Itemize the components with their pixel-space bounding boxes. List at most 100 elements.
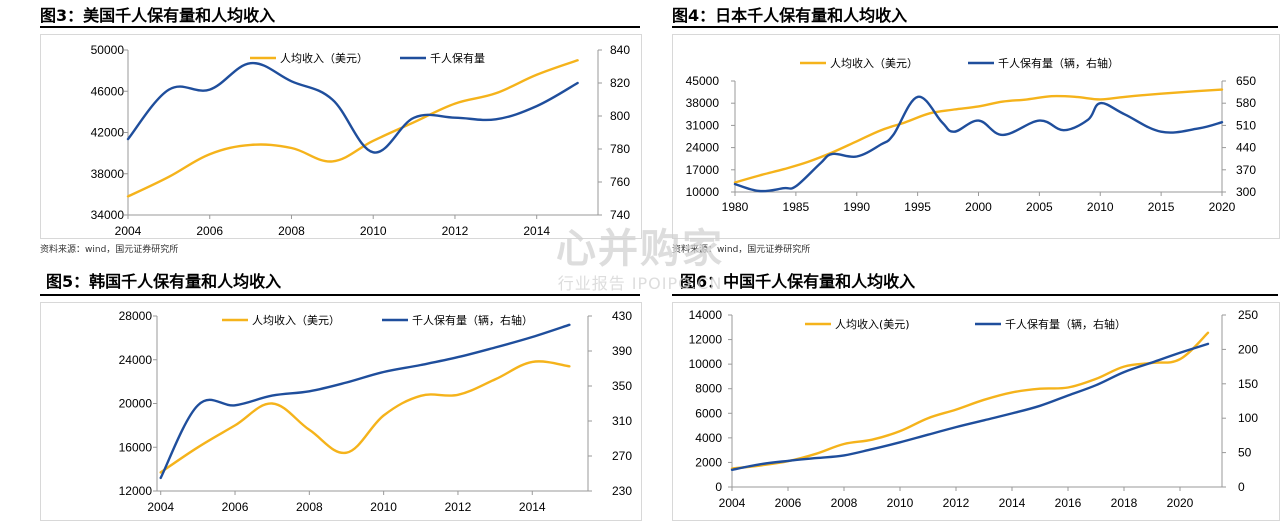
y-left-tick-label: 16000 — [119, 440, 153, 454]
y-right-tick-label: 270 — [612, 449, 632, 463]
x-tick-label: 2010 — [370, 500, 397, 514]
series-line — [126, 61, 579, 154]
x-tick-label: 2004 — [147, 500, 174, 514]
y-left-tick-label: 50000 — [91, 43, 125, 57]
y-left-tick-label: 28000 — [119, 309, 153, 323]
series-line — [159, 360, 571, 474]
x-tick-label: 1990 — [843, 200, 870, 214]
x-tick-label: 2018 — [1111, 496, 1138, 510]
y-right-tick-label: 510 — [1236, 118, 1256, 132]
y-left-tick-label: 34000 — [91, 208, 125, 222]
y-right-tick-label: 430 — [612, 309, 632, 323]
y-left-tick-label: 12000 — [119, 484, 153, 498]
title-rule — [40, 26, 640, 28]
x-tick-label: 2008 — [831, 496, 858, 510]
x-tick-label: 2020 — [1209, 200, 1236, 214]
watermark-text: 心并购家 — [556, 226, 724, 272]
y-right-tick-label: 100 — [1238, 411, 1258, 425]
y-left-tick-label: 17000 — [686, 163, 720, 177]
y-right-tick-label: 820 — [610, 76, 630, 90]
y-right-tick-label: 150 — [1238, 377, 1258, 391]
y-left-tick-label: 10000 — [689, 357, 723, 371]
y-right-tick-label: 580 — [1236, 96, 1256, 110]
chart-title-china: 图6：中国千人保有量和人均收入 — [680, 272, 916, 291]
series-line — [733, 88, 1224, 184]
y-left-tick-label: 2000 — [695, 455, 722, 469]
y-right-tick-label: 740 — [610, 208, 630, 222]
series-line — [126, 59, 579, 198]
x-tick-label: 2006 — [196, 224, 223, 238]
y-right-tick-label: 840 — [610, 43, 630, 57]
x-tick-label: 2010 — [360, 224, 387, 238]
x-tick-label: 1980 — [722, 200, 749, 214]
chart-title-korea: 图5：韩国千人保有量和人均收入 — [46, 272, 282, 291]
y-right-tick-label: 310 — [612, 414, 632, 428]
y-right-tick-label: 780 — [610, 142, 630, 156]
series-line — [159, 323, 571, 480]
legend-label: 人均收入（美元） — [280, 51, 368, 65]
y-right-tick-label: 650 — [1236, 74, 1256, 88]
title-rule — [672, 294, 1278, 296]
x-tick-label: 2005 — [1026, 200, 1053, 214]
x-tick-label: 2014 — [519, 500, 546, 514]
source-note: 资料来源：wind，国元证券研究所 — [40, 245, 179, 255]
x-tick-label: 2004 — [719, 496, 746, 510]
title-rule — [40, 294, 640, 296]
y-left-tick-label: 12000 — [689, 333, 723, 347]
y-left-tick-label: 6000 — [695, 406, 722, 420]
x-tick-label: 2006 — [775, 496, 802, 510]
series-line — [730, 331, 1210, 470]
y-left-tick-label: 4000 — [695, 431, 722, 445]
watermark: 心并购家 行业报告 IPOIPO.CN — [520, 216, 760, 294]
y-right-tick-label: 350 — [612, 379, 632, 393]
y-left-tick-label: 8000 — [695, 382, 722, 396]
x-tick-label: 2012 — [445, 500, 472, 514]
x-tick-label: 2016 — [1055, 496, 1082, 510]
x-tick-label: 2010 — [1087, 200, 1114, 214]
x-tick-label: 2015 — [1148, 200, 1175, 214]
y-right-tick-label: 300 — [1236, 185, 1256, 199]
x-tick-label: 2012 — [442, 224, 469, 238]
title-rule — [672, 26, 1278, 28]
x-tick-label: 2000 — [965, 200, 992, 214]
y-right-tick-label: 370 — [1236, 163, 1256, 177]
legend-label: 人均收入(美元) — [835, 317, 910, 331]
y-left-tick-label: 24000 — [686, 141, 720, 155]
y-right-tick-label: 800 — [610, 109, 630, 123]
x-tick-label: 2004 — [115, 224, 142, 238]
y-left-tick-label: 45000 — [686, 74, 720, 88]
y-right-tick-label: 230 — [612, 484, 632, 498]
x-tick-label: 1985 — [783, 200, 810, 214]
y-left-tick-label: 38000 — [686, 96, 720, 110]
source-note: 资料来源：wind，国元证券研究所 — [672, 245, 811, 255]
legend-label: 人均收入（美元） — [830, 56, 918, 70]
y-right-tick-label: 250 — [1238, 308, 1258, 322]
x-tick-label: 2010 — [887, 496, 914, 510]
x-tick-label: 2020 — [1167, 496, 1194, 510]
x-tick-label: 2006 — [222, 500, 249, 514]
y-left-tick-label: 31000 — [686, 118, 720, 132]
x-tick-label: 2014 — [999, 496, 1026, 510]
y-left-tick-label: 14000 — [689, 308, 723, 322]
series-line — [730, 342, 1210, 471]
y-left-tick-label: 42000 — [91, 126, 125, 140]
x-tick-label: 1995 — [904, 200, 931, 214]
legend-label: 千人保有量 — [430, 51, 485, 65]
y-right-tick-label: 50 — [1238, 446, 1252, 460]
y-right-tick-label: 390 — [612, 344, 632, 358]
legend-label: 人均收入（美元） — [252, 313, 340, 327]
x-tick-label: 2008 — [278, 224, 305, 238]
x-tick-label: 2014 — [523, 224, 550, 238]
x-tick-label: 2012 — [943, 496, 970, 510]
y-left-tick-label: 38000 — [91, 167, 125, 181]
y-right-tick-label: 440 — [1236, 141, 1256, 155]
chart-frame — [40, 34, 642, 239]
x-tick-label: 2008 — [296, 500, 323, 514]
chart-title-us: 图3：美国千人保有量和人均收入 — [40, 6, 276, 25]
legend-label: 千人保有量（辆，右轴） — [412, 313, 533, 327]
y-right-tick-label: 0 — [1238, 480, 1245, 494]
